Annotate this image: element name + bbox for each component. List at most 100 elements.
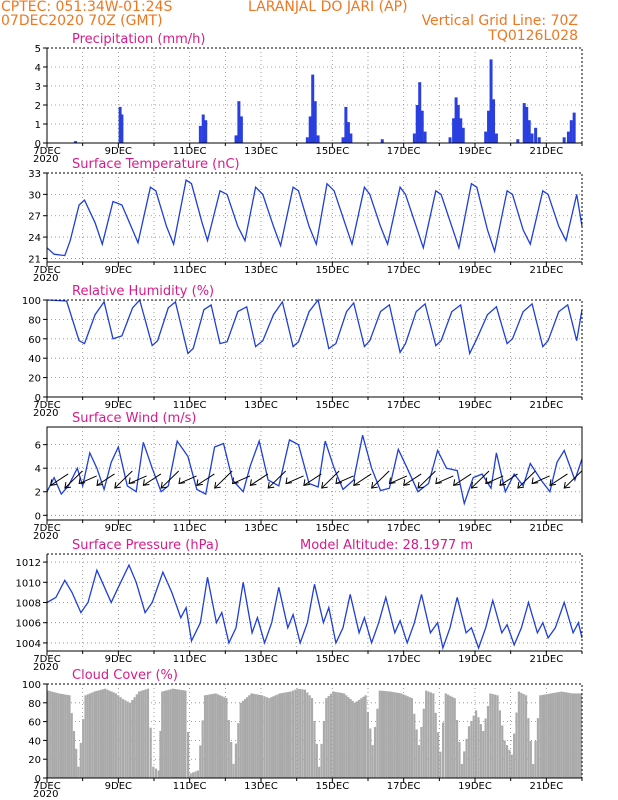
cloud-bar	[449, 695, 452, 778]
cloud-bar	[256, 694, 259, 778]
cloud-bar	[508, 749, 511, 778]
x-tick-label: 9DEC	[105, 400, 132, 411]
cloud-bar	[355, 701, 359, 778]
cloud-bar	[243, 699, 247, 778]
cloud-bar	[95, 690, 98, 778]
cloud-bar	[276, 694, 279, 778]
cloud-bar	[455, 720, 459, 778]
cloud-bar	[529, 741, 532, 778]
cloud-bar	[425, 690, 428, 778]
wind-arrowhead	[50, 479, 57, 486]
cloud-bar	[99, 689, 102, 778]
cloud-bar	[353, 702, 356, 778]
x-tick-label: 15DEC	[315, 400, 349, 411]
cloud-bar	[252, 693, 255, 778]
y-tick-label: 0	[35, 511, 41, 522]
cloud-bar	[501, 725, 504, 778]
cloud-bar	[439, 751, 442, 778]
y-tick-label: 40	[28, 736, 41, 747]
precip-bar	[527, 120, 531, 143]
precip-bar	[572, 112, 576, 143]
cloud-bar	[366, 711, 370, 778]
cloud-bar	[91, 692, 94, 778]
precip-bar	[346, 122, 350, 143]
x-tick-label: 7DEC	[33, 400, 60, 411]
cloud-bar	[522, 694, 525, 778]
cloud-bar	[49, 691, 52, 778]
x-tick-label: 21DEC	[529, 265, 563, 276]
y-tick-label: 2	[35, 101, 41, 112]
y-tick-label: 3	[35, 82, 41, 93]
cloud-bar	[389, 691, 392, 778]
wind-vector	[64, 470, 83, 489]
cloud-bar	[336, 692, 339, 778]
cloud-bar	[515, 712, 518, 778]
cloud-bar	[406, 696, 409, 778]
cloud-bar	[230, 741, 233, 778]
x-tick-label: 11DEC	[173, 654, 207, 665]
series-line	[46, 298, 583, 356]
header-station: LARANJAL DO JARI (AP)	[248, 0, 408, 15]
cloud-bar	[549, 693, 553, 778]
cloud-bar	[68, 695, 71, 778]
cloud-bar	[475, 710, 478, 778]
x-tick-label: 17DEC	[387, 146, 421, 157]
x-tick-label: 17DEC	[387, 265, 421, 276]
cloud-bar	[391, 691, 394, 778]
wind-vector	[50, 473, 69, 486]
year-label: 2020	[33, 273, 58, 284]
precip-bar	[305, 137, 309, 143]
cloud-bar	[413, 713, 416, 778]
cloud-bar	[289, 691, 292, 778]
y-tick-label: 4	[35, 63, 41, 74]
wind-arrowhead	[160, 481, 168, 489]
year-label: 2020	[33, 662, 58, 673]
cloud-bar	[340, 693, 344, 778]
precip-bar	[492, 99, 496, 143]
precip-bar	[308, 116, 312, 143]
cloud-bar	[283, 692, 286, 778]
cloud-bar	[486, 705, 490, 778]
cloud-bar	[498, 710, 501, 778]
cloud-bar	[53, 692, 56, 778]
precip-bar	[237, 101, 241, 143]
panel-title: Cloud Cover (%)	[72, 668, 178, 683]
cloud-bar	[564, 692, 568, 778]
cloud-bar	[157, 770, 160, 778]
x-tick-label: 7DEC	[33, 523, 60, 534]
cloud-bar	[121, 699, 125, 778]
cloud-bar	[112, 692, 115, 778]
cloud-bar	[258, 694, 262, 778]
x-tick-label: 13DEC	[244, 654, 278, 665]
plot-area	[47, 300, 582, 397]
y-tick-label: 100	[22, 680, 41, 691]
precip-bar	[380, 139, 384, 143]
wind-arrowhead	[485, 477, 492, 485]
cloud-bar	[345, 695, 348, 778]
cloud-bar	[59, 693, 63, 778]
wind-vector	[531, 475, 550, 485]
x-tick-label: 15DEC	[315, 146, 349, 157]
x-tick-label: 7DEC	[33, 146, 60, 157]
cloud-bar	[285, 692, 288, 778]
x-tick-label: 7DEC	[33, 654, 60, 665]
cloud-bar	[106, 689, 109, 778]
cloud-bar	[97, 690, 100, 778]
cloud-bar	[404, 695, 407, 778]
cloud-bar	[206, 694, 209, 778]
cloud-bar	[322, 720, 326, 778]
precip-bar	[313, 101, 317, 143]
y-tick-label: 60	[28, 718, 41, 729]
x-tick-label: 17DEC	[387, 654, 421, 665]
wind-arrowhead	[96, 479, 104, 486]
wind-arrowhead	[388, 477, 396, 485]
cloud-bar	[152, 766, 155, 778]
cloud-bar	[329, 693, 333, 778]
x-tick-label: 15DEC	[315, 523, 349, 534]
cloud-bar	[261, 695, 264, 778]
cloud-bar	[408, 697, 411, 778]
cloud-bar	[77, 766, 80, 778]
precip-bar	[489, 59, 493, 143]
cloud-bar	[140, 690, 143, 778]
wind-vector	[499, 473, 518, 486]
